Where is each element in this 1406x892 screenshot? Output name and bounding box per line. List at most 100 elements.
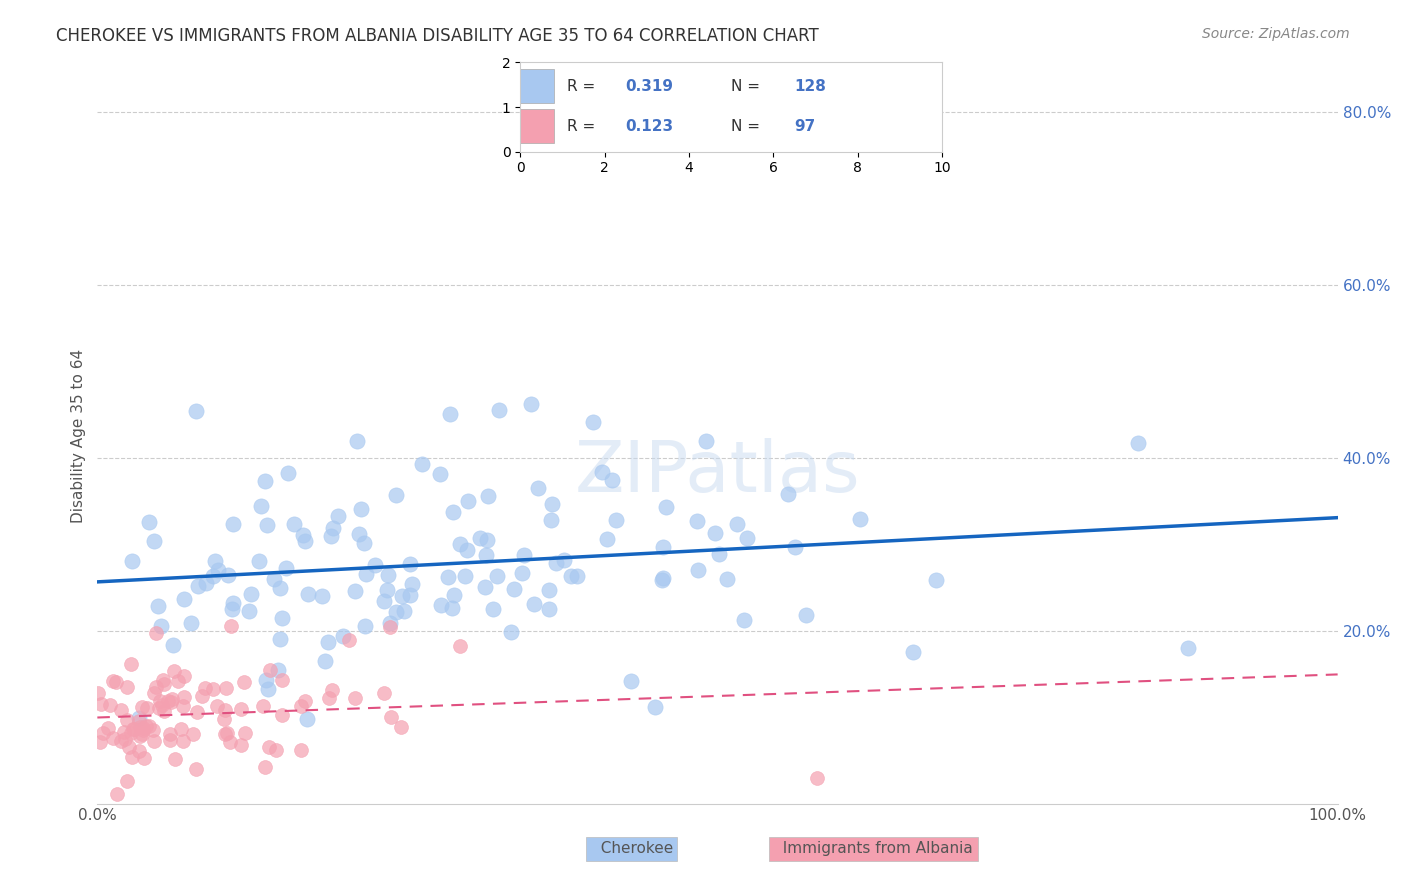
Point [439,407,461,421]
Point [443,505,465,519]
Point [110,734,132,748]
Point [138,515,160,529]
Point [277,467,299,481]
Point [482,602,505,616]
Point [652,571,675,585]
Point [120,726,142,740]
Point [252,698,274,713]
Point [136,701,159,715]
Point [105,674,128,689]
Point [541,497,564,511]
Point [849,512,872,526]
Point [546,557,568,571]
Point [901,645,924,659]
Point [600,474,623,488]
Point [118,740,141,755]
Point [537,583,560,598]
Text: CHEROKEE VS IMMIGRANTS FROM ALBANIA DISABILITY AGE 35 TO 64 CORRELATION CHART: CHEROKEE VS IMMIGRANTS FROM ALBANIA DISA… [56,27,818,45]
Point [319,529,342,543]
Point [107,787,129,801]
Point [101,673,124,688]
Point [271,673,294,687]
Point [651,573,673,587]
Point [131,700,153,714]
Point [468,532,491,546]
Point [135,719,157,733]
Point [347,527,370,541]
Point [267,663,290,677]
Point [443,588,465,602]
Point [1126,436,1149,450]
Point [695,434,717,448]
Point [129,729,152,743]
Point [389,720,412,734]
Point [142,733,165,747]
Point [527,481,550,495]
Point [343,583,366,598]
Point [219,619,242,633]
Point [322,521,344,535]
Point [143,534,166,549]
Point [110,703,132,717]
Point [173,591,195,606]
Point [486,569,509,583]
Point [295,712,318,726]
Point [321,682,343,697]
Point [375,583,398,598]
Point [238,604,260,618]
Point [337,632,360,647]
Point [214,712,236,726]
Point [456,542,478,557]
Point [399,557,422,571]
Point [153,704,176,718]
Point [591,465,613,479]
Point [401,577,423,591]
Point [605,513,627,527]
Y-axis label: Disability Age 35 to 64: Disability Age 35 to 64 [72,349,86,523]
Point [249,499,271,513]
Point [429,467,451,482]
Point [707,547,730,561]
Point [411,458,433,472]
Point [233,726,256,740]
Point [186,705,208,719]
Point [114,732,136,747]
Point [449,537,471,551]
Point [159,727,181,741]
Point [716,572,738,586]
Point [98,698,121,712]
Point [437,570,460,584]
Point [253,474,276,488]
Point [233,675,256,690]
Point [499,625,522,640]
Point [162,638,184,652]
Point [354,566,377,581]
Point [247,554,270,568]
Point [195,576,218,591]
Point [346,434,368,449]
Point [112,724,135,739]
Point [253,760,276,774]
Bar [520,70,554,103]
Point [180,616,202,631]
Point [291,528,314,542]
Point [172,698,194,713]
Point [391,589,413,603]
Point [651,541,673,555]
Point [523,597,546,611]
Point [378,620,401,634]
Point [129,720,152,734]
Point [239,587,262,601]
Point [231,702,253,716]
Point [170,723,193,737]
Point [394,604,416,618]
Point [97,722,120,736]
Point [150,698,173,712]
Point [214,727,236,741]
Point [513,548,536,562]
Point [121,554,143,568]
Point [399,589,422,603]
Point [332,629,354,643]
Point [686,563,709,577]
Point [120,657,142,672]
